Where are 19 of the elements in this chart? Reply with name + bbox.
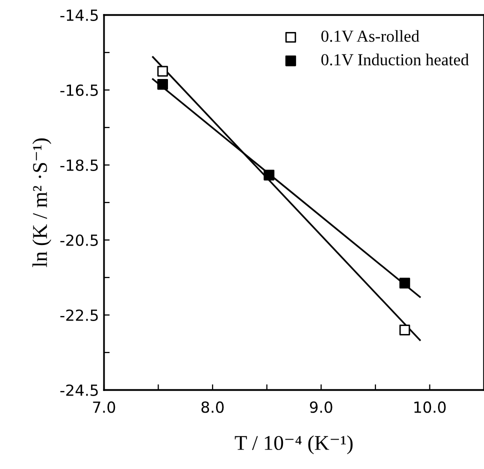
x-tick-label: 9.0 — [310, 401, 332, 413]
y-tick-label: -16.5 — [60, 84, 98, 96]
point — [264, 170, 274, 180]
legend-label: 0.1V Induction heated — [321, 54, 469, 66]
y-tick-label: -22.5 — [60, 309, 98, 322]
legend-label: 0.1V As-rolled — [321, 30, 420, 42]
x-axis-title: T / 10⁻⁴ (K⁻¹) — [234, 435, 353, 454]
y-tick-label: -14.5 — [60, 10, 98, 22]
point — [399, 324, 410, 336]
y-tick-label: -24.5 — [60, 384, 98, 396]
y-tick-label: -18.5 — [60, 159, 98, 172]
x-tick-label: 10.0 — [414, 401, 446, 413]
point — [157, 66, 168, 77]
y-axis-title: ln (K / m² ·S⁻¹) — [32, 138, 52, 268]
point — [157, 79, 168, 90]
point — [399, 278, 410, 288]
x-tick-label: 8.0 — [201, 401, 224, 413]
y-tick-label: -20.5 — [60, 234, 98, 246]
x-tick-label: 7.0 — [93, 401, 116, 413]
